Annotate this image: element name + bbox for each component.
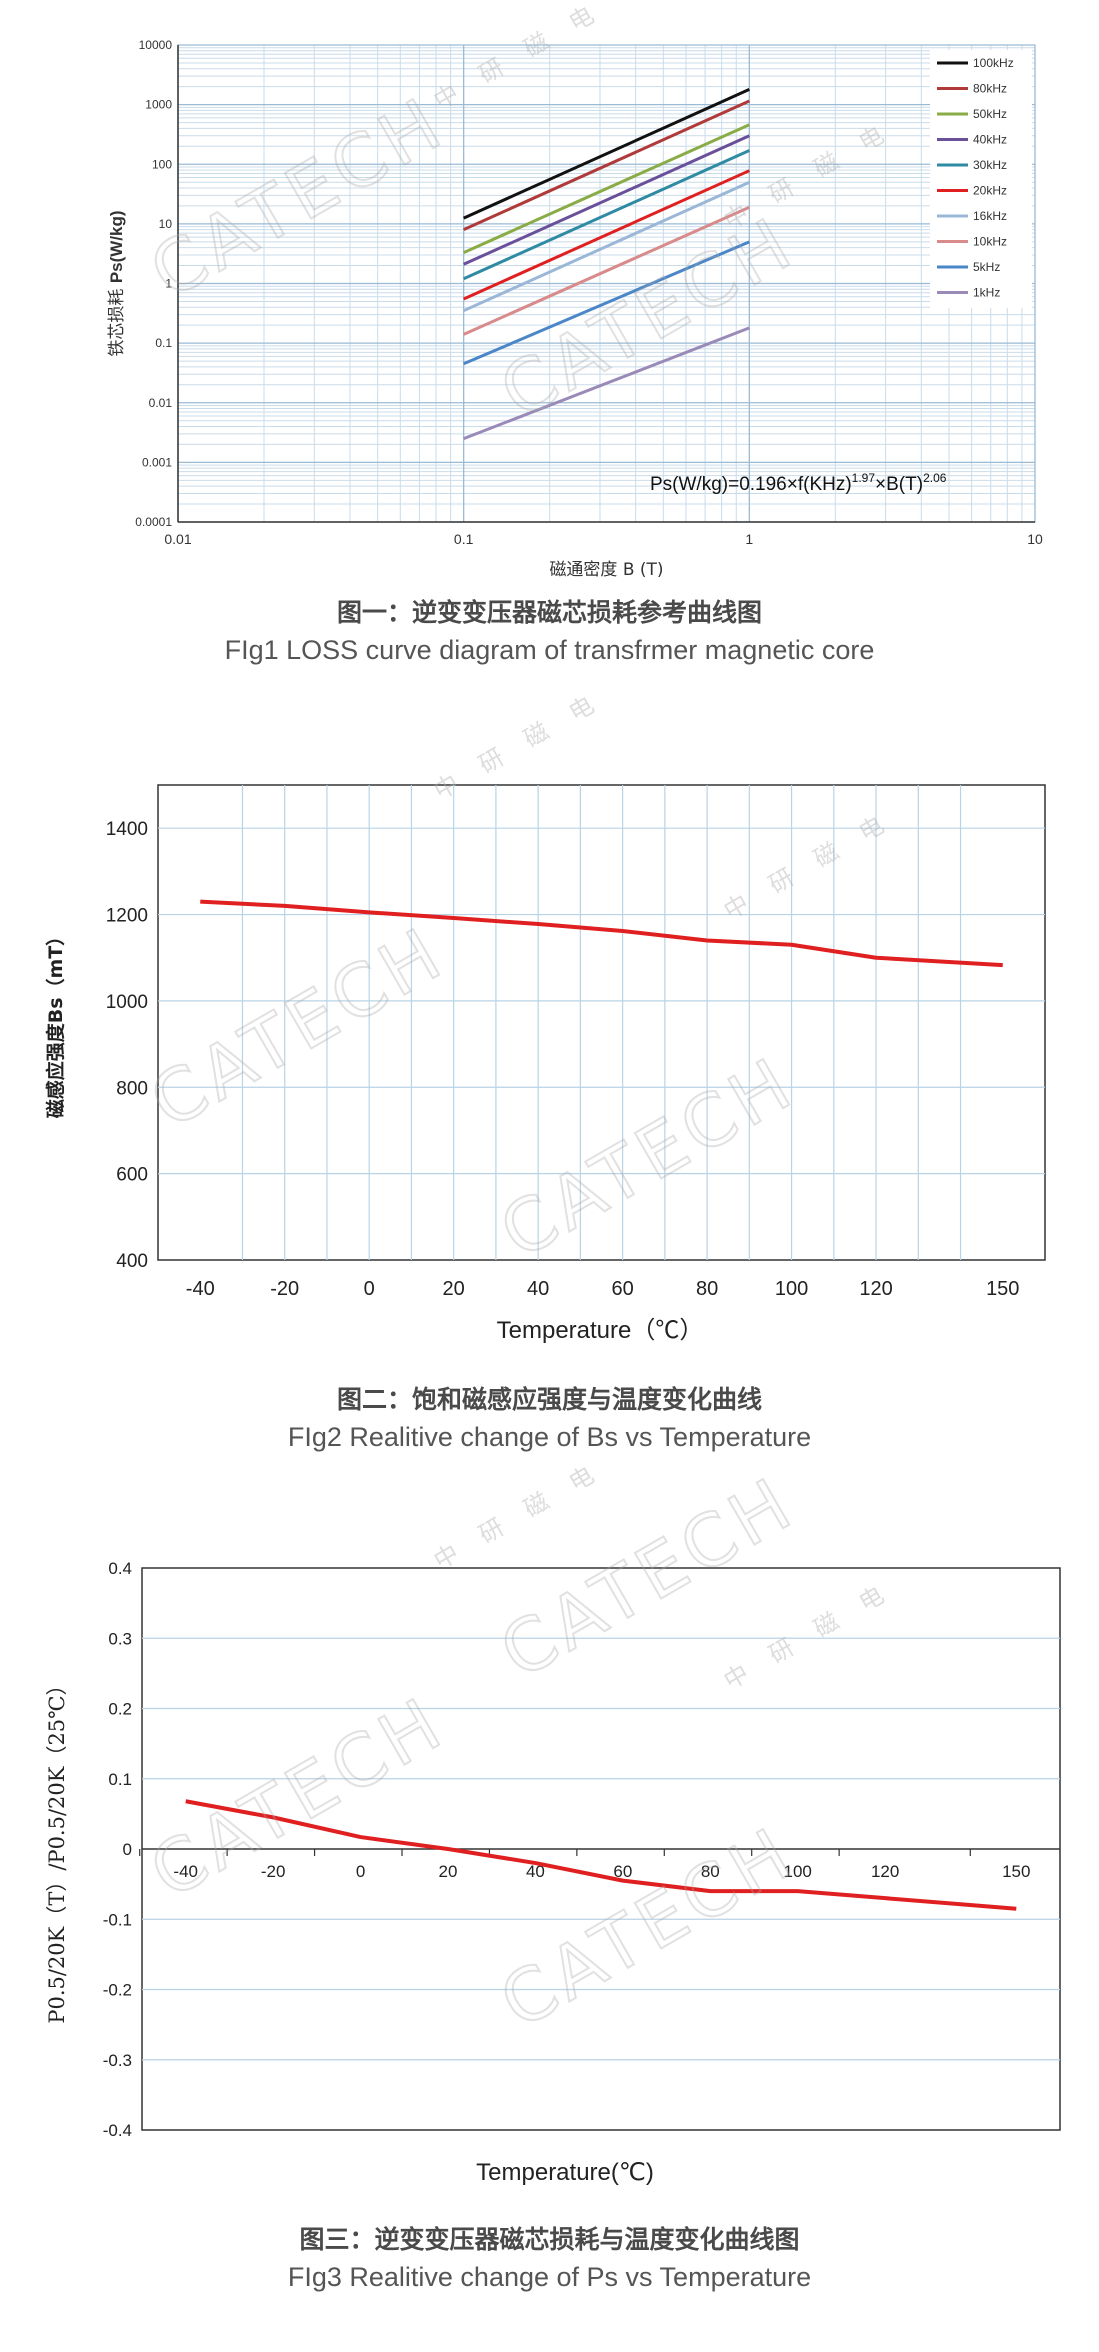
y-tick-label: 600: [116, 1165, 148, 1186]
bs-temperature-chart: 400 600 800 1000 1200 1400 -40 -20 0 20 40 60 80 100 1…: [44, 784, 1046, 1344]
legend-label: 30kHz: [973, 158, 1007, 172]
legend-label: 1kHz: [973, 286, 1000, 300]
legend: 100kHz 80kHz 50kHz 40kHz 30kHz 20kHz 16kHz 10kH…: [930, 50, 1032, 308]
x-tick-label: 150: [1002, 1862, 1030, 1881]
y-tick-label: 0.2: [108, 1700, 132, 1719]
x-tick-label: 120: [859, 1278, 892, 1300]
legend-label: 50kHz: [973, 107, 1007, 121]
y-tick-label: 400: [116, 1251, 148, 1272]
figure-2-caption-en: FIg2 Realitive change of Bs vs Temperatu…: [287, 1422, 812, 1452]
y-tick-label: 10000: [139, 38, 173, 52]
x-tick-label: 0: [356, 1862, 365, 1881]
x-axis-label: 磁通密度 B (T): [549, 560, 663, 580]
y-tick-label: 1400: [106, 819, 148, 840]
legend-label: 80kHz: [973, 82, 1007, 96]
x-tick-label: 10: [1027, 531, 1043, 547]
y-tick-label: -0.4: [103, 2121, 132, 2140]
y-tick-label: 1000: [106, 992, 148, 1013]
y-axis-label-en: Ps(W/kg): [107, 210, 126, 283]
figure-1-caption-en: FIg1 LOSS curve diagram of transfrmer ma…: [224, 635, 875, 665]
series-line-16kHz: [463, 180, 750, 313]
y-tick-label: 100: [152, 157, 172, 171]
y-axis-label: P0.5/20K（T）/P0.5/20K（25℃）: [45, 1674, 69, 2023]
x-tick-label: 20: [443, 1278, 465, 1300]
series-line-40kHz: [463, 134, 750, 266]
y-tick-label: 1000: [145, 98, 172, 112]
series-line-5kHz: [463, 240, 750, 366]
series-line-20kHz: [463, 169, 750, 301]
x-tick-label: 0.01: [164, 531, 191, 547]
y-axis-label-cn: 铁芯损耗: [107, 283, 127, 356]
series-line-10kHz: [463, 205, 750, 336]
y-tick-label: 0.3: [108, 1629, 132, 1648]
figure-2: 400 600 800 1000 1200 1400 -40 -20 0 20 40 60 80 100 1…: [0, 740, 1099, 1500]
legend-label: 16kHz: [973, 209, 1007, 223]
y-tick-label: 10: [159, 217, 173, 231]
x-tick-label: 20: [439, 1862, 458, 1881]
loss-curve-chart: 0.01 0.1 1 10 0.0001 0.001 0.01 0.1 1 10 100 1000 10…: [107, 38, 1043, 580]
legend-label: 100kHz: [973, 56, 1014, 70]
series-line-1kHz: [463, 326, 750, 441]
formula-exponent: 2.06: [923, 471, 947, 485]
y-tick-label: 0: [123, 1840, 132, 1859]
y-tick-label: 0.1: [108, 1770, 132, 1789]
bs-series-line: [200, 899, 1003, 968]
y-tick-label: 0.001: [142, 455, 172, 469]
ps-series-line: [185, 1799, 1017, 1911]
y-tick-label: 0.4: [108, 1559, 132, 1578]
plot-area: [157, 784, 1046, 1261]
watermark-char: 电: [564, 691, 599, 727]
legend-box: [930, 50, 1032, 308]
figure-2-caption-cn: 图二：饱和磁感应强度与温度变化曲线: [336, 1385, 762, 1414]
x-tick-label: -40: [173, 1862, 198, 1881]
formula-part: ×B(T): [875, 474, 923, 495]
x-axis-label: Temperature(℃): [476, 2159, 654, 2186]
x-axis-label: Temperature（℃）: [497, 1317, 704, 1344]
x-tick-label: 40: [526, 1862, 545, 1881]
figure-1: 0.01 0.1 1 10 0.0001 0.001 0.01 0.1 1 10 100 1000 10…: [0, 0, 1099, 680]
y-tick-label: 1: [165, 277, 172, 291]
y-tick-label: 0.1: [155, 336, 172, 350]
x-tick-label: 1: [745, 531, 753, 547]
x-tick-label: -20: [270, 1278, 299, 1300]
figure-3-caption-cn: 图三：逆变变压器磁芯损耗与温度变化曲线图: [299, 2225, 800, 2254]
series-line-50kHz: [463, 123, 750, 254]
y-axis-label: 铁芯损耗 Ps(W/kg): [107, 210, 127, 356]
legend-label: 40kHz: [973, 133, 1007, 147]
formula-exponent: 1.97: [852, 471, 876, 485]
figure-3: -0.4 -0.3 -0.2 -0.1 0 0.1 0.2 0.3 0.4 -40 -20 0 20 40…: [0, 1530, 1099, 2330]
legend-label: 10kHz: [973, 235, 1007, 249]
x-tick-label: 80: [696, 1278, 718, 1300]
x-tick-label: 100: [784, 1862, 812, 1881]
y-tick-label: -0.1: [103, 1910, 132, 1929]
x-tick-label: -20: [261, 1862, 286, 1881]
formula-part: Ps(W/kg)=0.196×f(KHz): [650, 474, 852, 495]
series-line-30kHz: [463, 149, 750, 281]
series-line-100kHz: [463, 88, 750, 220]
x-tick-label: 0.1: [454, 531, 474, 547]
x-tick-label: 40: [527, 1278, 549, 1300]
x-tick-label: 120: [871, 1862, 899, 1881]
formula-label: Ps(W/kg)=0.196×f(KHz)1.97×B(T)2.06: [650, 471, 947, 495]
y-tick-label: 800: [116, 1078, 148, 1099]
legend-label: 20kHz: [973, 184, 1007, 198]
y-tick-label: 0.0001: [135, 515, 172, 529]
series-line-80kHz: [463, 99, 750, 232]
y-tick-label: -0.2: [103, 1981, 132, 2000]
y-tick-label: 1200: [106, 906, 148, 927]
x-tick-label: 150: [986, 1278, 1019, 1300]
x-tick-label: 80: [701, 1862, 720, 1881]
ps-temperature-chart: -0.4 -0.3 -0.2 -0.1 0 0.1 0.2 0.3 0.4 -40 -20 0 20 40…: [45, 1559, 1061, 2186]
legend-label: 5kHz: [973, 260, 1000, 274]
y-tick-label: 0.01: [149, 396, 173, 410]
figure-1-caption-cn: 图一：逆变变压器磁芯损耗参考曲线图: [336, 598, 762, 627]
figure-3-caption-en: FIg3 Realitive change of Ps vs Temperatu…: [287, 2262, 812, 2292]
x-tick-label: 0: [364, 1278, 375, 1300]
y-tick-label: -0.3: [103, 2051, 132, 2070]
x-tick-label: -40: [186, 1278, 215, 1300]
y-axis-label: 磁感应强度Bs（mT）: [44, 927, 67, 1119]
x-tick-label: 100: [775, 1278, 808, 1300]
x-tick-label: 60: [613, 1862, 632, 1881]
x-tick-label: 60: [611, 1278, 633, 1300]
